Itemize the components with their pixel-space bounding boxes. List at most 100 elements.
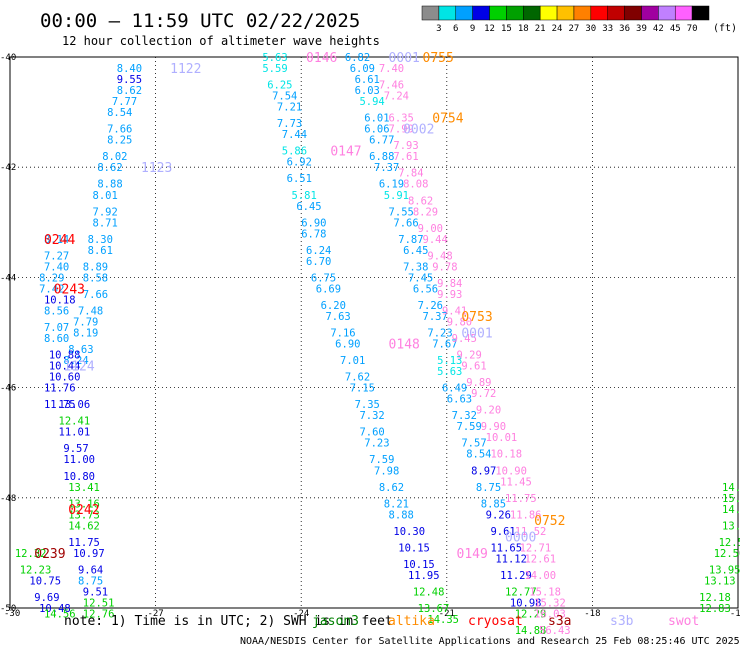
wave-height-label: 12.48 [413,586,445,598]
wave-height-label: 7.23 [364,438,389,450]
x-tick-label: -27 [147,609,163,619]
wave-height-label: 8.60 [44,333,69,345]
wave-height-label: 11.01 [59,427,91,439]
y-tick-label: -42 [0,163,16,173]
wave-height-label: 10.80 [63,471,95,483]
wave-height-label: 7.57 [461,438,486,450]
wave-height-label: 8.21 [384,498,409,510]
wave-height-label: 11.86 [510,509,542,521]
satellite-legend-item: s3a [548,614,571,629]
wave-height-label: 6.78 [301,228,326,240]
satellite-legend-item: s3b [610,614,634,629]
wave-height-label: 7.59 [457,421,482,433]
wave-height-label: 12.18 [699,592,731,604]
wave-height-label: 10.15 [398,542,430,554]
wave-height-label: 7.99 [389,124,414,136]
colorbar-swatch [556,5,575,21]
wave-height-label: 7.01 [340,355,365,367]
colorbar-swatch [523,5,541,21]
wave-height-label: 6.56 [413,283,438,295]
wave-height-label: 9.90 [481,421,506,433]
track-time-label: 1124 [63,360,94,375]
wave-height-label: 6.35 [389,113,414,125]
wave-height-label: 6.45 [403,245,428,257]
wave-height-label: 7.55 [389,206,414,218]
track-time-label: 0146 [306,51,337,66]
wave-height-label: 56.43 [539,625,571,637]
colorbar-label: 21 [535,24,546,34]
wave-height-label: 7.16 [330,328,355,340]
wave-height-label: 8.89 [83,261,108,273]
wave-height-label: 5.94 [359,96,384,108]
track-time-label: 0242 [68,503,99,518]
wave-height-label: 9.84 [437,278,462,290]
colorbar-label: 36 [619,24,630,34]
wave-height-label: 8.56 [44,305,69,317]
wave-height-label: 7.21 [277,102,302,114]
wave-height-label: 5.13 [437,355,462,367]
wave-height-label: 7.46 [379,80,404,92]
colorbar-label: 15 [501,24,512,34]
wave-height-label: 5.91 [384,190,409,202]
wave-height-label: 7.48 [78,305,103,317]
track-time-label: 0752 [534,514,565,529]
wave-height-label: 7.67 [432,339,457,351]
colorbar-label: 70 [687,24,698,34]
wave-height-label: 6.75 [311,272,336,284]
wave-height-label: 8.40 [117,63,142,75]
wave-height-label: 12.32 [15,548,47,560]
wave-height-label: 9.29 [457,350,482,362]
wave-height-label: 8.24 [63,355,88,367]
wave-height-label: 6.24 [306,245,331,257]
wave-height-label: 10.60 [49,372,81,384]
wave-height-label: 8.02 [102,151,127,163]
wave-height-label: 7.66 [393,217,418,229]
wave-height-label: 11.52 [515,526,547,538]
map-subtitle: 12 hour collection of altimeter wave hei… [62,34,380,48]
wave-height-label: 8.62 [117,85,142,97]
wave-height-label: 6.63 [447,394,472,406]
wave-height-label: 6.20 [321,300,346,312]
track-time-label: 0001 [461,327,492,342]
wave-height-label: 8.85 [481,498,506,510]
wave-height-label: 8.29 [413,206,438,218]
wave-height-label: 10.75 [29,575,61,587]
map-title: 00:00 — 11:59 UTC 02/22/2025 [40,10,360,32]
wave-height-label: 12.77 [505,586,537,598]
wave-height-label: 6.70 [306,256,331,268]
wave-height-label: 9.26 [486,509,511,521]
wave-height-label: 15.32 [534,597,566,609]
wave-height-label: 11.75 [44,399,76,411]
wave-height-label: 8.75 [476,482,501,494]
wave-height-label: 12.23 [20,564,52,576]
wave-height-label: 9.41 [442,305,467,317]
wave-height-label: 8.88 [97,179,122,191]
colorbar-label: 24 [552,24,563,34]
footer-note: note: 1) Time is in UTC; 2) SWH is in fe… [64,614,393,629]
wave-height-label: 10.48 [39,603,71,615]
wave-height-label: 7.98 [374,465,399,477]
wave-height-label: 10.90 [495,465,527,477]
wave-height-label: 7.32 [452,410,477,422]
wave-height-label: 9.64 [78,564,103,576]
wave-height-label: 9.44 [423,234,448,246]
wave-height-label: 8.75 [78,575,103,587]
track-time-label: 0753 [461,310,492,325]
wave-height-label: 7.32 [359,410,384,422]
track-time-label: 1123 [141,161,172,176]
wave-height-label: 7.63 [325,311,350,323]
wave-height-label: 8.71 [93,217,118,229]
wave-height-label: 8.54 [107,107,132,119]
wave-height-label: 6.49 [442,383,467,395]
wave-height-label: 7.40 [44,261,69,273]
wave-height-label: 5.81 [291,190,316,202]
x-tick-label: -30 [4,609,20,619]
wave-height-label: 7.44 [282,129,307,141]
wave-height-label: 10.30 [393,526,425,538]
colorbar-label: 42 [653,24,664,34]
wave-height-label: 14.88 [515,625,547,637]
wave-height-label: 7.93 [393,140,418,152]
track-time-label: 0000 [505,530,536,545]
colorbar-swatch [674,5,693,21]
